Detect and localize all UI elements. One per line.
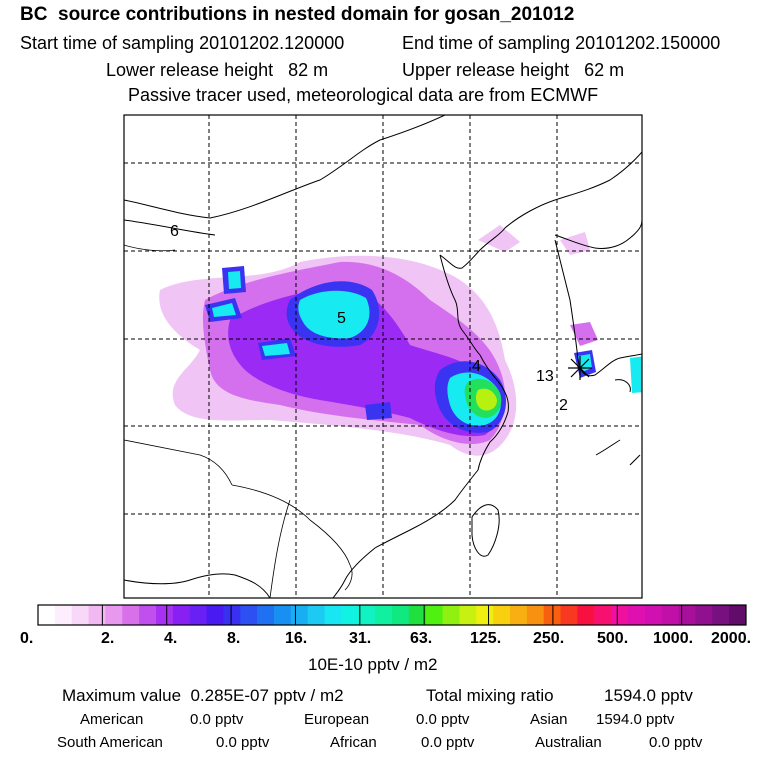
- colorbar-swatch: [476, 605, 494, 625]
- colorbar-tick-label: 1000.: [653, 630, 694, 647]
- colorbar-swatch: [459, 605, 477, 625]
- colorbar-swatch: [543, 605, 562, 625]
- lat-lon-grid: [124, 115, 642, 598]
- colorbar-swatch: [240, 605, 258, 625]
- total-mixing-ratio-value: 1594.0 pptv: [604, 686, 693, 705]
- colorbar-tick-label: 125.: [470, 630, 502, 647]
- plume-yellow: [475, 388, 497, 411]
- end-time-label: End time of sampling 20101202.150000: [402, 33, 721, 53]
- colorbar-swatch: [695, 605, 713, 625]
- colorbar-swatch: [628, 605, 646, 625]
- african-value: 0.0 pptv: [421, 734, 475, 751]
- figure-title: BC source contributions in nested domain…: [20, 4, 575, 25]
- colorbar-swatch: [307, 605, 326, 625]
- colorbar-swatch: [38, 605, 56, 625]
- colorbar-swatch: [172, 605, 191, 625]
- colorbar-swatch: [712, 605, 730, 625]
- colorbar-swatch: [71, 605, 90, 625]
- colorbar-tick-label: 31.: [349, 630, 372, 647]
- region-label-5: 5: [337, 310, 346, 327]
- south-american-label: South American: [57, 734, 163, 751]
- colorbar-swatch: [493, 605, 511, 625]
- lower-release-label: Lower release height 82 m: [106, 60, 329, 80]
- asian-value: 1594.0 pptv: [596, 711, 675, 728]
- colorbar-tick-label: 8.: [227, 630, 241, 647]
- colorbar-tick-label: 16.: [285, 630, 308, 647]
- colorbar-swatch: [678, 605, 696, 625]
- colorbar-swatch: [442, 605, 460, 625]
- australian-value: 0.0 pptv: [649, 734, 703, 751]
- asian-label: Asian: [530, 711, 568, 728]
- colorbar-swatch: [105, 605, 123, 625]
- colorbar-swatch: [257, 605, 275, 625]
- european-label: European: [304, 711, 370, 728]
- colorbar-swatch: [526, 605, 545, 625]
- colorbar-swatch: [139, 605, 157, 625]
- colorbar-swatch: [611, 605, 629, 625]
- colorbar-tick-label: 250.: [533, 630, 565, 647]
- colorbar-swatch: [341, 605, 359, 625]
- region-label-13: 13: [536, 368, 554, 385]
- colorbar-swatch: [189, 605, 208, 625]
- colorbar-tick-label: 500.: [597, 630, 629, 647]
- upper-release-label: Upper release height 62 m: [402, 60, 625, 80]
- colorbar: [37, 604, 747, 626]
- colorbar-swatch: [88, 605, 106, 625]
- colorbar-frame: [37, 604, 747, 626]
- american-label: American: [80, 711, 144, 728]
- colorbar-tick-label: 2000.: [711, 630, 752, 647]
- total-mixing-ratio-label: Total mixing ratio: [426, 686, 554, 705]
- coastlines: [124, 115, 642, 598]
- country-borders: [124, 244, 353, 598]
- colorbar-swatch: [408, 605, 427, 625]
- south-american-value: 0.0 pptv: [216, 734, 270, 751]
- start-time-label: Start time of sampling 20101202.120000: [20, 33, 345, 53]
- colorbar-swatch: [392, 605, 410, 625]
- colorbar-tick-label: 63.: [410, 630, 433, 647]
- colorbar-swatch: [425, 605, 444, 625]
- colorbar-swatch: [644, 605, 663, 625]
- region-label-6: 6: [170, 223, 179, 240]
- colorbar-tick-label: 0.: [20, 630, 34, 647]
- map-frame: [123, 114, 643, 599]
- african-label: African: [330, 734, 377, 751]
- european-value: 0.0 pptv: [416, 711, 470, 728]
- american-value: 0.0 pptv: [190, 711, 244, 728]
- colorbar-swatch: [274, 605, 292, 625]
- receptor-marker: [568, 356, 592, 380]
- colorbar-swatch: [560, 605, 578, 625]
- colorbar-swatch: [223, 605, 241, 625]
- colorbar-swatch: [54, 605, 73, 625]
- region-label-2: 2: [559, 397, 568, 414]
- colorbar-tick-label: 2.: [101, 630, 115, 647]
- colorbar-swatch: [324, 605, 342, 625]
- colorbar-swatch: [206, 605, 224, 625]
- colorbar-swatch: [577, 605, 595, 625]
- colorbar-swatch: [510, 605, 528, 625]
- colorbar-swatch: [594, 605, 612, 625]
- colorbar-swatch: [358, 605, 376, 625]
- colorbar-swatch: [156, 605, 174, 625]
- tracer-note: Passive tracer used, meteorological data…: [128, 85, 599, 105]
- colorbar-swatch: [375, 605, 393, 625]
- australian-label: Australian: [535, 734, 602, 751]
- map-panel: 6 5 4 13 2: [123, 114, 643, 599]
- colorbar-swatch: [290, 605, 309, 625]
- maximum-value: Maximum value 0.285E-07 pptv / m2: [62, 686, 344, 705]
- colorbar-swatch: [729, 605, 747, 625]
- colorbar-unit: 10E-10 pptv / m2: [308, 655, 438, 674]
- region-label-4: 4: [472, 358, 481, 375]
- colorbar-swatch: [122, 605, 140, 625]
- colorbar-tick-label: 4.: [164, 630, 178, 647]
- colorbar-swatch: [661, 605, 680, 625]
